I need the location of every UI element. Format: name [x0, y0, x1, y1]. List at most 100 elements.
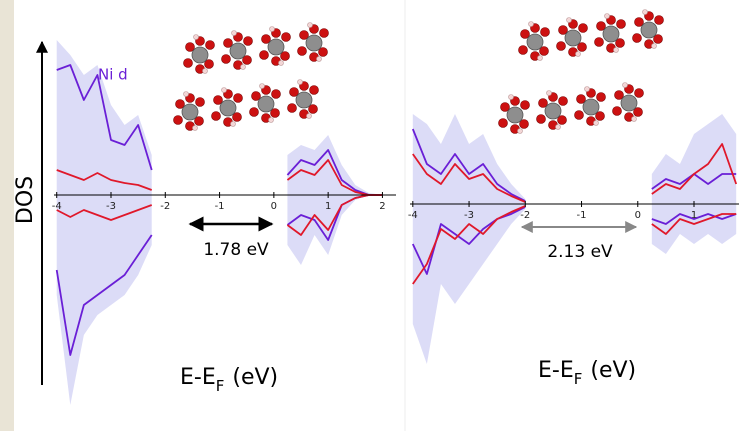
oxygen-atom: [288, 104, 297, 113]
nickel-atom: [507, 107, 523, 123]
oxygen-atom: [250, 108, 259, 117]
hydrogen-atom: [547, 91, 552, 96]
hydrogen-atom: [556, 125, 561, 130]
oxygen-atom: [222, 55, 231, 64]
oxygen-atom: [282, 33, 291, 42]
oxygen-atom: [595, 38, 604, 47]
nickel-atom: [258, 96, 274, 112]
nickel-atom: [192, 47, 208, 63]
nickel-atom: [220, 100, 236, 116]
x-tick-label: 1: [691, 210, 697, 221]
hydrogen-atom: [241, 65, 246, 70]
nickel-atom: [268, 39, 284, 55]
side-strip: [0, 0, 14, 431]
x-tick-label: 1: [325, 201, 331, 212]
oxygen-atom: [559, 97, 568, 106]
nickel-atom: [565, 30, 581, 46]
hydrogen-atom: [231, 122, 236, 127]
hydrogen-atom: [270, 27, 275, 32]
hydrogen-atom: [509, 95, 514, 100]
x-axis-label-sub: F: [216, 377, 225, 395]
oxygen-atom: [613, 107, 622, 116]
oxygen-atom: [260, 51, 269, 60]
oxygen-atom: [320, 29, 329, 38]
hydrogen-atom: [269, 118, 274, 123]
hydrogen-atom: [605, 14, 610, 19]
nickel-atom: [527, 34, 543, 50]
x-axis-label-sub: F: [574, 370, 583, 388]
x-tick-label: 2: [379, 201, 385, 212]
oxygen-atom: [655, 16, 664, 25]
hydrogen-atom: [317, 57, 322, 62]
oxygen-atom: [635, 89, 644, 98]
hydrogen-atom: [260, 84, 265, 89]
oxygen-atom: [234, 94, 243, 103]
oxygen-atom: [298, 47, 307, 56]
hydrogen-atom: [518, 129, 523, 134]
oxygen-atom: [633, 34, 642, 43]
x-tick-label: 0: [271, 201, 277, 212]
oxygen-atom: [184, 59, 193, 68]
hydrogen-atom: [567, 18, 572, 23]
oxygen-atom: [499, 119, 508, 128]
x-axis-label-unit: (eV): [590, 358, 636, 383]
x-tick-label: -1: [215, 201, 225, 212]
hydrogen-atom: [308, 23, 313, 28]
oxygen-atom: [196, 98, 205, 107]
x-axis-label-unit: (eV): [232, 365, 278, 390]
hydrogen-atom: [576, 52, 581, 57]
nickel-atom: [583, 99, 599, 115]
oxygen-atom: [272, 90, 281, 99]
figure: Ni d -4 -3 -2 -1 0 1 2 -4 -3 -2 -1 0 1 1.78 eV 2.13 eV…: [0, 0, 740, 431]
x-tick-label: 0: [635, 210, 641, 221]
legend-label: Ni d: [98, 66, 128, 84]
x-axis-label-main: E-E: [180, 365, 216, 390]
hydrogen-atom: [232, 31, 237, 36]
hydrogen-atom: [184, 92, 189, 97]
x-tick-label: -1: [577, 210, 587, 221]
x-tick-label: -3: [106, 201, 116, 212]
nickel-atom: [182, 104, 198, 120]
gap-label: 2.13 eV: [547, 242, 613, 262]
hydrogen-atom: [307, 114, 312, 119]
oxygen-atom: [521, 101, 530, 110]
hydrogen-atom: [652, 44, 657, 49]
oxygen-atom: [617, 20, 626, 29]
nickel-atom: [603, 26, 619, 42]
oxygen-atom: [541, 28, 550, 37]
hydrogen-atom: [614, 48, 619, 53]
gap-label: 1.78 eV: [203, 240, 269, 260]
hydrogen-atom: [623, 83, 628, 88]
x-tick-label: -4: [52, 201, 62, 212]
x-tick-label: -3: [464, 210, 474, 221]
hydrogen-atom: [529, 22, 534, 27]
oxygen-atom: [212, 112, 221, 121]
nickel-atom: [296, 92, 312, 108]
hydrogen-atom: [594, 121, 599, 126]
oxygen-atom: [244, 37, 253, 46]
hydrogen-atom: [538, 56, 543, 61]
x-tick-label: -2: [160, 201, 170, 212]
hydrogen-atom: [632, 117, 637, 122]
nickel-atom: [230, 43, 246, 59]
nickel-atom: [545, 103, 561, 119]
oxygen-atom: [575, 111, 584, 120]
oxygen-atom: [597, 93, 606, 102]
hydrogen-atom: [643, 10, 648, 15]
oxygen-atom: [310, 86, 319, 95]
x-tick-label: -2: [520, 210, 530, 221]
hydrogen-atom: [222, 88, 227, 93]
x-axis-label-main: E-E: [538, 358, 574, 383]
oxygen-atom: [519, 46, 528, 55]
hydrogen-atom: [298, 80, 303, 85]
y-axis-label: DOS: [13, 176, 38, 224]
nickel-atom: [641, 22, 657, 38]
oxygen-atom: [537, 115, 546, 124]
hydrogen-atom: [585, 87, 590, 92]
hydrogen-atom: [279, 61, 284, 66]
oxygen-atom: [579, 24, 588, 33]
oxygen-atom: [557, 42, 566, 51]
x-tick-label: -4: [408, 210, 418, 221]
nickel-atom: [306, 35, 322, 51]
hydrogen-atom: [194, 35, 199, 40]
